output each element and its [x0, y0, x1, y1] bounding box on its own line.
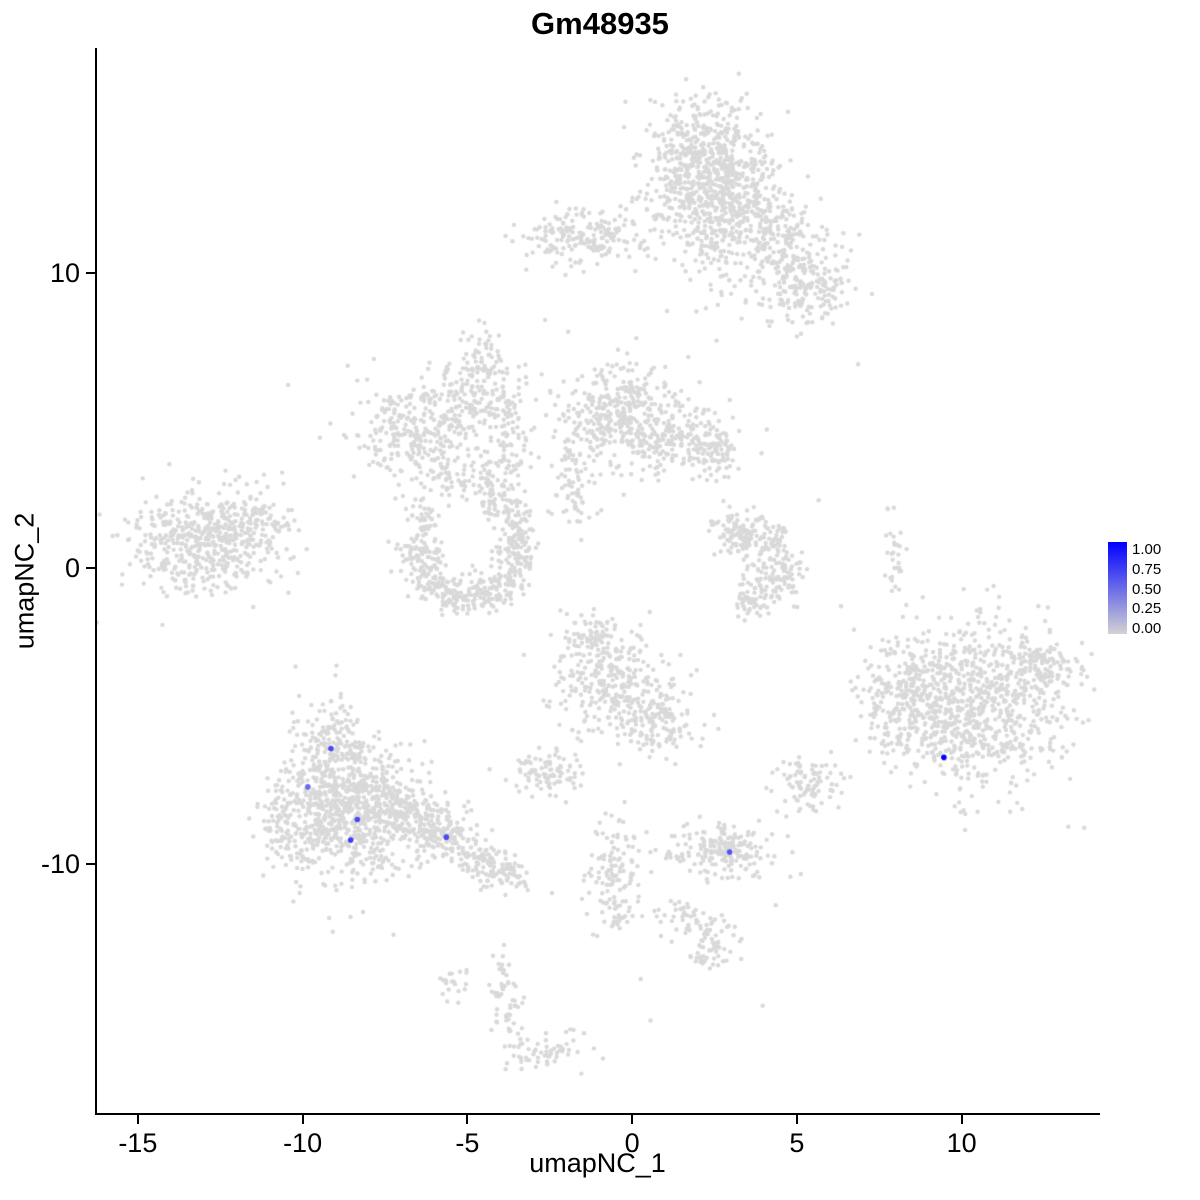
x-tick-mark [631, 1115, 634, 1124]
y-tick-mark [86, 862, 95, 865]
y-tick-label: 10 [49, 257, 80, 288]
expression-legend: 1.00 0.75 0.50 0.25 0.00 [1108, 542, 1161, 636]
legend-tick-label: 0.75 [1132, 560, 1162, 578]
y-axis-label: umapNC_2 [9, 512, 40, 650]
x-tick-mark [960, 1115, 963, 1124]
x-axis-label: umapNC_1 [529, 1148, 666, 1178]
y-tick-mark [86, 271, 95, 274]
x-tick-mark [136, 1115, 139, 1124]
legend-tick-label: 1.00 [1132, 541, 1162, 558]
legend-tick-labels: 1.00 0.75 0.50 0.25 0.00 [1132, 542, 1161, 636]
y-tick-label: -10 [40, 848, 80, 879]
legend-tick-label: 0.50 [1132, 580, 1162, 598]
x-tick-mark [301, 1115, 304, 1124]
plot-panel [95, 48, 1102, 1115]
scatter-points-canvas [97, 48, 1102, 1115]
y-tick-mark [86, 567, 95, 570]
plot-title: Gm48935 [531, 6, 669, 41]
legend-tick-label: 0.00 [1132, 620, 1162, 637]
x-tick-mark [795, 1115, 798, 1124]
legend-gradient-bar [1108, 542, 1127, 634]
x-tick-mark [466, 1115, 469, 1124]
legend-tick-label: 0.25 [1132, 600, 1162, 618]
